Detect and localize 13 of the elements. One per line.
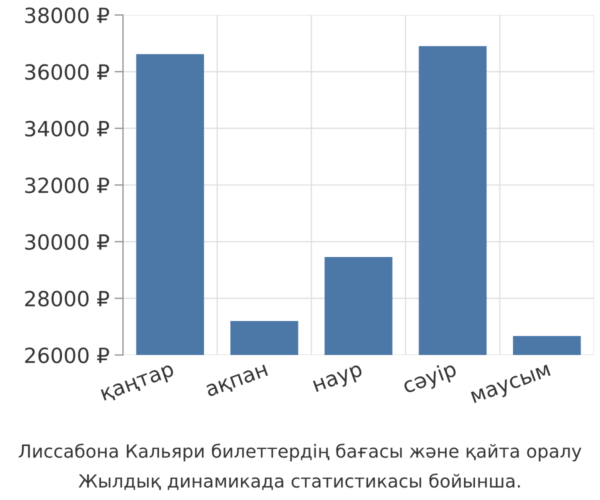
text: Лиссабона Кальяри билеттердің бағасы және қайта оралу [18, 444, 582, 462]
x-tick-label: ақпан [205, 364, 269, 400]
x-tick-label: қаңтар [100, 364, 176, 405]
x-tick-label: сәуір [402, 360, 459, 398]
y-tick-label: 30000 ₽ [25, 234, 110, 250]
y-tick-label: 34000 ₽ [25, 120, 110, 137]
y-tick-label: 36000 ₽ [25, 64, 110, 80]
text: Жылдық динамикада статистикасы бойынша. [78, 473, 520, 490]
x-tick-label: наур [312, 364, 364, 396]
y-tick-label: 32000 ₽ [25, 177, 110, 194]
y-tick-label: 38000 ₽ [25, 7, 110, 24]
y-tick-label: 28000 ₽ [25, 290, 110, 307]
y-tick-label: 26000 ₽ [25, 347, 110, 364]
